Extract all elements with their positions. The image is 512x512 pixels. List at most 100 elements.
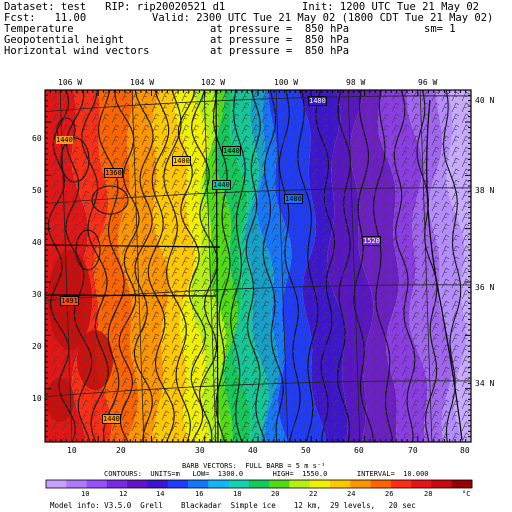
wind-barb <box>231 278 240 289</box>
wind-barb <box>81 91 90 102</box>
wind-barb <box>331 278 340 289</box>
wind-barb <box>261 212 270 223</box>
wind-barb <box>271 289 280 300</box>
wind-barb <box>341 344 350 355</box>
wind-barb <box>171 146 180 157</box>
wind-barb <box>181 135 190 146</box>
wind-barb <box>221 432 230 442</box>
wind-barb <box>251 355 260 366</box>
height-contour <box>393 90 416 442</box>
wind-barb <box>191 388 200 399</box>
wind-barb <box>121 223 130 234</box>
wind-barb <box>131 432 140 442</box>
wind-barb <box>351 179 360 190</box>
wind-barb <box>361 300 370 311</box>
wind-barb <box>441 432 450 442</box>
wind-barb <box>261 278 270 289</box>
wind-barb <box>141 322 150 333</box>
wind-barb <box>381 102 390 113</box>
wind-barb <box>171 234 180 245</box>
wind-barb <box>231 168 240 179</box>
wind-barb <box>101 344 110 355</box>
wind-barb <box>191 223 200 234</box>
wind-barb <box>371 289 380 300</box>
wind-barb <box>421 366 430 377</box>
wind-barb <box>431 124 440 135</box>
wind-barb <box>71 377 80 388</box>
dataset-label: Dataset: test RIP: rip20020521 d1 <box>4 1 226 13</box>
wind-barb <box>301 421 310 432</box>
wind-barb <box>231 124 240 135</box>
wind-barb <box>131 421 140 432</box>
wind-barb <box>261 201 270 212</box>
wind-barb <box>381 201 390 212</box>
wind-barb <box>411 344 420 355</box>
wind-barb <box>351 113 360 124</box>
wind-barb <box>351 135 360 146</box>
forecast-hour-label: Fcst: 11.00 <box>4 12 87 24</box>
wind-barb <box>71 366 80 377</box>
wind-barb <box>291 179 300 190</box>
wind-barb <box>451 355 460 366</box>
wind-barb <box>391 388 400 399</box>
wind-barb <box>331 399 340 410</box>
wind-barb <box>241 212 250 223</box>
wind-barb <box>401 146 410 157</box>
wind-barb <box>351 256 360 267</box>
x-tick-40: 40 <box>248 446 258 455</box>
wind-barb <box>371 311 380 322</box>
wind-barb <box>141 212 150 223</box>
wind-barb <box>131 322 140 333</box>
wind-barb <box>321 157 330 168</box>
wind-barb <box>301 113 310 124</box>
wind-barb <box>341 135 350 146</box>
wind-barb <box>361 102 370 113</box>
wind-barb <box>391 179 400 190</box>
wind-barb <box>91 399 100 410</box>
wind-barb <box>291 256 300 267</box>
wind-barb <box>341 377 350 388</box>
wind-barb <box>461 201 470 212</box>
wind-barb <box>461 113 470 124</box>
state-border <box>45 244 221 248</box>
wind-barb <box>171 377 180 388</box>
wind-barb <box>121 102 130 113</box>
wind-barb <box>421 113 430 124</box>
wind-barb <box>131 355 140 366</box>
wind-barb <box>121 410 130 421</box>
wind-barb <box>331 410 340 421</box>
wind-barb <box>91 377 100 388</box>
wind-barb <box>161 157 170 168</box>
wind-barb <box>401 124 410 135</box>
wind-barb <box>171 201 180 212</box>
wind-barb <box>231 179 240 190</box>
wind-barb <box>51 421 60 432</box>
wind-barb <box>241 311 250 322</box>
wind-barb <box>71 311 80 322</box>
wind-barb <box>401 377 410 388</box>
colorbar-swatch <box>248 480 270 488</box>
wind-barb <box>411 212 420 223</box>
wind-barb <box>171 124 180 135</box>
wind-barb <box>331 113 340 124</box>
wind-barb <box>411 168 420 179</box>
wind-barb <box>171 300 180 311</box>
wind-barb <box>191 333 200 344</box>
wind-barb <box>451 157 460 168</box>
wind-barb <box>241 135 250 146</box>
wind-barb <box>451 432 460 442</box>
wind-barb <box>191 311 200 322</box>
wind-barb <box>301 366 310 377</box>
wind-barb <box>91 179 100 190</box>
wind-barb <box>431 190 440 201</box>
wind-barb <box>381 399 390 410</box>
colorbar-tick: 18 <box>233 490 242 498</box>
wind-barb <box>191 421 200 432</box>
wind-barb <box>111 432 120 442</box>
wind-barb <box>441 399 450 410</box>
wind-barb <box>201 399 210 410</box>
wind-barb <box>371 113 380 124</box>
wind-barb <box>101 179 110 190</box>
wind-barb <box>151 421 160 432</box>
wind-barb <box>431 355 440 366</box>
